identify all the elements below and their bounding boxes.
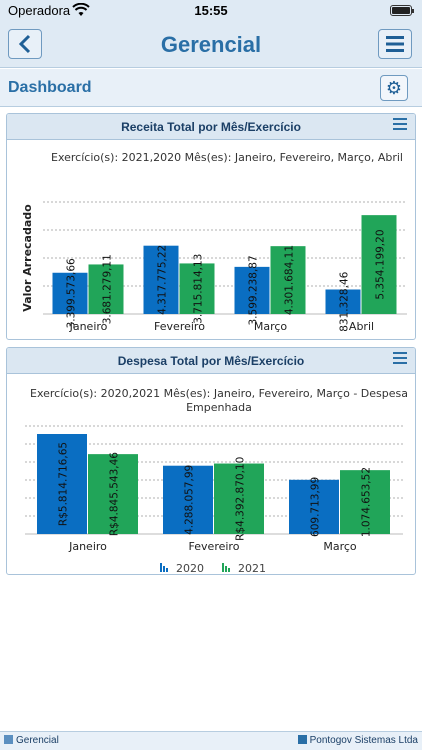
- nav-bar: Gerencial: [0, 22, 422, 68]
- data-label: 3.599.238,87: [248, 255, 260, 325]
- company-logo-icon: [297, 735, 307, 744]
- data-label: 3.399.573,66: [66, 258, 78, 328]
- data-label: 831.328,46: [339, 271, 351, 331]
- hamburger-menu-icon: [393, 118, 407, 130]
- x-tick-label: Fevereiro: [189, 540, 240, 553]
- x-tick-label: Março: [323, 540, 357, 553]
- battery-icon: [390, 5, 414, 16]
- chart-subtitle: Exercício(s): 2020,2021 Mês(es): Janeiro…: [30, 387, 408, 400]
- bar: [325, 289, 361, 314]
- footer-app[interactable]: Gerencial: [4, 735, 59, 746]
- expense-bar-chart: Exercício(s): 2020,2021 Mês(es): Janeiro…: [25, 387, 408, 574]
- bar: [88, 454, 138, 534]
- bar: [88, 264, 124, 314]
- bar: [340, 470, 390, 534]
- legend-swatch: [225, 566, 227, 572]
- gear-icon: ⚙: [385, 78, 403, 98]
- legend-item: 2021: [222, 562, 266, 574]
- legend-swatch: [228, 568, 230, 572]
- bar: [234, 266, 270, 314]
- data-label: 1.074.653,52: [361, 467, 373, 537]
- legend-swatch: [163, 566, 165, 572]
- data-label: 4.288.057,99: [184, 465, 196, 535]
- chart-subtitle: Exercício(s): 2021,2020 Mês(es): Janeiro…: [51, 151, 403, 164]
- menu-button[interactable]: [378, 29, 412, 59]
- clock: 15:55: [194, 3, 228, 18]
- revenue-chart-title: Receita Total por Mês/Exercício: [121, 120, 301, 134]
- dashboard-title: Dashboard: [8, 79, 92, 96]
- revenue-chart-menu-button[interactable]: [393, 117, 407, 135]
- expense-chart-header: Despesa Total por Mês/Exercício: [7, 348, 415, 374]
- expense-chart-menu-button[interactable]: [393, 351, 407, 369]
- revenue-chart-panel: Receita Total por Mês/Exercício Exercíci…: [6, 113, 416, 340]
- settings-button[interactable]: ⚙: [380, 75, 408, 101]
- hamburger-menu-icon: [393, 352, 407, 364]
- legend-swatch: [160, 563, 162, 572]
- carrier-label: Operadora: [8, 3, 71, 18]
- bar: [37, 434, 87, 534]
- data-label: 4.301.684,11: [284, 245, 296, 315]
- footer-company: Pontogov Sistemas Ltda: [297, 735, 418, 746]
- revenue-chart-header: Receita Total por Mês/Exercício: [7, 114, 415, 140]
- x-tick-label: Janeiro: [68, 540, 107, 553]
- data-label: 4.317.775,22: [157, 245, 169, 315]
- bar: [289, 479, 339, 534]
- status-bar: Operadora 15:55: [0, 0, 422, 22]
- footer-bar: Gerencial Pontogov Sistemas Ltda: [0, 731, 422, 750]
- data-label: 609.713,99: [310, 477, 322, 537]
- legend-swatch: [166, 568, 168, 572]
- legend-label: 2020: [176, 562, 204, 574]
- data-label: R$4.845.543,46: [109, 452, 121, 536]
- bar: [163, 465, 213, 534]
- legend-swatch: [222, 563, 224, 572]
- x-tick-label: Março: [254, 320, 288, 333]
- chevron-left-icon: [18, 34, 31, 54]
- x-tick-label: Janeiro: [69, 320, 108, 333]
- data-label: 5.354.199,20: [375, 229, 387, 299]
- page-title: Gerencial: [160, 32, 262, 57]
- bar: [143, 245, 179, 314]
- back-button[interactable]: [8, 29, 42, 59]
- data-label: 3.681.279,11: [102, 254, 114, 324]
- bar: [52, 272, 88, 314]
- expense-chart-title: Despesa Total por Mês/Exercício: [117, 354, 305, 368]
- app-icon: [4, 735, 13, 744]
- bar: [179, 263, 215, 314]
- footer-company-label: Pontogov Sistemas Ltda: [309, 735, 418, 746]
- bar: [270, 246, 306, 314]
- hamburger-menu-icon: [386, 36, 404, 52]
- footer-app-label: Gerencial: [16, 735, 59, 746]
- y-axis-label: Valor Arrecadado: [21, 204, 34, 312]
- wifi-icon: [72, 3, 90, 16]
- data-label: R$5.814.716,65: [58, 442, 70, 526]
- x-tick-label: Fevereiro: [154, 320, 205, 333]
- data-label: 3.715.814,13: [193, 254, 205, 324]
- expense-chart-panel: Despesa Total por Mês/Exercício Exercíci…: [6, 347, 416, 575]
- x-tick-label: Abril: [349, 320, 374, 333]
- legend-label: 2021: [238, 562, 266, 574]
- bar: [214, 463, 264, 534]
- data-label: R$4.392.870,10: [235, 457, 247, 541]
- chart-subtitle: Empenhada: [186, 401, 252, 414]
- legend-item: 2020: [160, 562, 204, 574]
- bar: [361, 215, 397, 314]
- revenue-bar-chart: Exercício(s): 2021,2020 Mês(es): Janeiro…: [21, 151, 407, 333]
- dashboard-header: Dashboard ⚙: [0, 69, 422, 107]
